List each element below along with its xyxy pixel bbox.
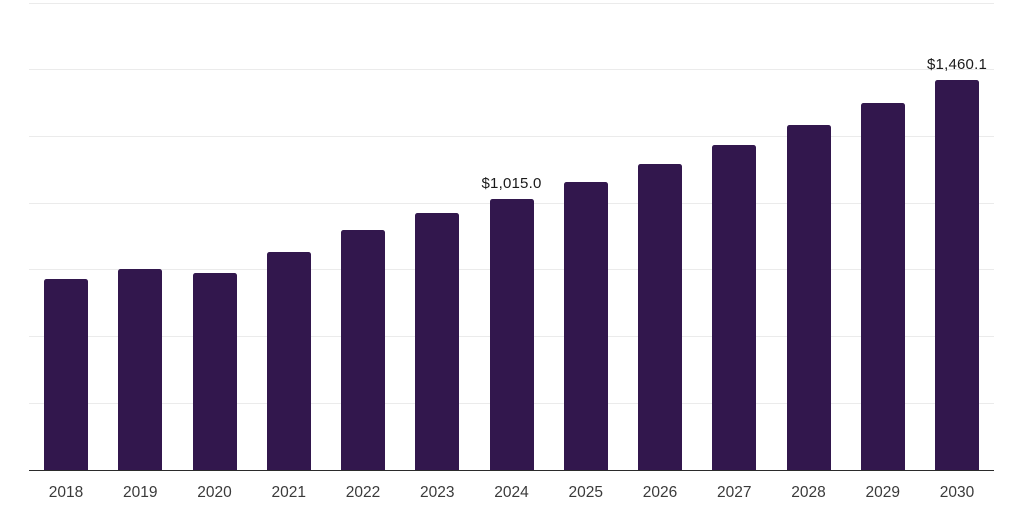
x-tick-label: 2019 — [123, 484, 158, 501]
x-tick-label: 2021 — [271, 484, 306, 501]
x-tick-2028: 2028 — [787, 484, 831, 502]
bar-2028 — [786, 124, 831, 470]
x-tick-2018: 2018 — [44, 484, 88, 502]
x-tick-label: 2027 — [717, 484, 752, 501]
plot-area: $1,015.0 $1,460.1 — [29, 2, 994, 471]
x-tick-2026: 2026 — [638, 484, 682, 502]
x-tick-2020: 2020 — [193, 484, 237, 502]
x-tick-2023: 2023 — [415, 484, 459, 502]
bar-series: $1,015.0 $1,460.1 — [29, 3, 994, 470]
x-tick-2025: 2025 — [564, 484, 608, 502]
x-tick-2021: 2021 — [267, 484, 311, 502]
x-tick-label: 2030 — [939, 484, 975, 501]
x-tick-label: 2025 — [568, 484, 603, 501]
bar-2023 — [415, 213, 460, 470]
x-tick-label: 2028 — [791, 484, 826, 501]
bar-2018 — [44, 279, 88, 470]
gridline-1250 — [29, 135, 994, 137]
data-label-2030: $1,460.1 — [927, 56, 987, 74]
x-tick-label: 2018 — [48, 484, 84, 501]
x-tick-label: 2020 — [197, 484, 232, 501]
data-label-2024: $1,015.0 — [481, 175, 542, 193]
bar-2024: $1,015.0 — [482, 175, 541, 470]
x-tick-2019: 2019 — [118, 484, 162, 502]
x-axis-labels: 2018 2019 2020 2021 2022 2023 2024 2025 2026 2027… — [29, 484, 994, 502]
x-tick-label: 2029 — [865, 484, 900, 501]
x-tick-label: 2024 — [494, 484, 529, 501]
bar-2022 — [341, 229, 385, 470]
x-tick-label: 2023 — [420, 484, 455, 501]
bar-2026 — [638, 164, 682, 470]
bar-2029 — [860, 103, 905, 470]
x-tick-2022: 2022 — [341, 484, 385, 502]
bar-2020 — [192, 272, 237, 470]
x-axis-line — [29, 469, 994, 471]
x-tick-2027: 2027 — [712, 484, 756, 502]
x-tick-label: 2026 — [642, 484, 678, 501]
gridline-1750 — [29, 2, 994, 4]
bar-2027 — [712, 145, 757, 470]
x-tick-2029: 2029 — [861, 484, 905, 502]
bar-2030: $1,460.1 — [927, 56, 987, 470]
gridline-1500 — [29, 69, 994, 71]
bar-2019 — [118, 268, 163, 470]
bar-2025 — [563, 182, 608, 470]
x-tick-2024: 2024 — [490, 484, 534, 502]
bar-2021 — [266, 251, 311, 470]
x-tick-2030: 2030 — [935, 484, 979, 502]
x-tick-label: 2022 — [345, 484, 381, 501]
